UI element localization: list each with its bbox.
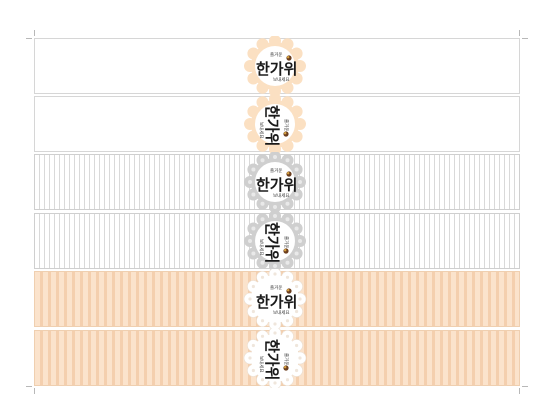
crop-mark bbox=[519, 388, 520, 394]
crop-mark bbox=[519, 30, 520, 36]
badge-bottom-text: 보내세요 bbox=[273, 309, 290, 316]
badge-3: 즐거운 한가위 보내세요 bbox=[242, 152, 308, 212]
badge-title: 한가위 bbox=[256, 176, 297, 194]
badge-top-text: 즐거운 bbox=[270, 167, 282, 174]
badge-5: 즐거운 한가위 보내세요 bbox=[242, 269, 308, 329]
lace-frame-icon: 즐거운 한가위 보내세요 bbox=[243, 269, 307, 329]
badge-title: 한가위 bbox=[263, 222, 281, 263]
lace-frame-icon: 즐거운 한가위 보내세요 bbox=[243, 328, 307, 388]
badge-title: 한가위 bbox=[256, 60, 297, 78]
crop-mark bbox=[522, 386, 528, 387]
lace-frame-icon: 즐거운 한가위 보내세요 bbox=[244, 211, 306, 271]
badge-bottom-text: 보내세요 bbox=[273, 76, 290, 83]
lace-frame-icon: 즐거운 한가위 보내세요 bbox=[244, 94, 306, 154]
crop-mark bbox=[34, 30, 35, 36]
crop-mark bbox=[26, 386, 32, 387]
badge-top-text: 즐거운 bbox=[283, 236, 290, 248]
badge-top-text: 즐거운 bbox=[270, 284, 282, 291]
badge-bottom-text: 보내세요 bbox=[273, 192, 290, 199]
badge-top-text: 즐거운 bbox=[283, 119, 290, 131]
badge-4: 즐거운 한가위 보내세요 bbox=[242, 211, 308, 271]
badge-title: 한가위 bbox=[263, 105, 281, 146]
badge-top-text: 즐거운 bbox=[270, 51, 282, 58]
badge-title: 한가위 bbox=[263, 339, 281, 380]
crop-mark bbox=[522, 38, 528, 39]
badge-1: 즐거운 한가위 보내세요 bbox=[242, 36, 308, 96]
badge-2: 즐거운 한가위 보내세요 bbox=[242, 94, 308, 154]
lace-frame-icon: 즐거운 한가위 보내세요 bbox=[244, 152, 306, 212]
badge-top-text: 즐거운 bbox=[283, 353, 290, 365]
lace-frame-icon: 즐거운 한가위 보내세요 bbox=[244, 36, 306, 96]
crop-mark bbox=[34, 388, 35, 394]
crop-mark bbox=[26, 38, 32, 39]
badge-6: 즐거운 한가위 보내세요 bbox=[242, 328, 308, 388]
badge-title: 한가위 bbox=[256, 293, 297, 311]
badge-bottom-text: 보내세요 bbox=[258, 356, 265, 373]
badge-bottom-text: 보내세요 bbox=[258, 239, 265, 256]
badge-bottom-text: 보내세요 bbox=[258, 122, 265, 139]
